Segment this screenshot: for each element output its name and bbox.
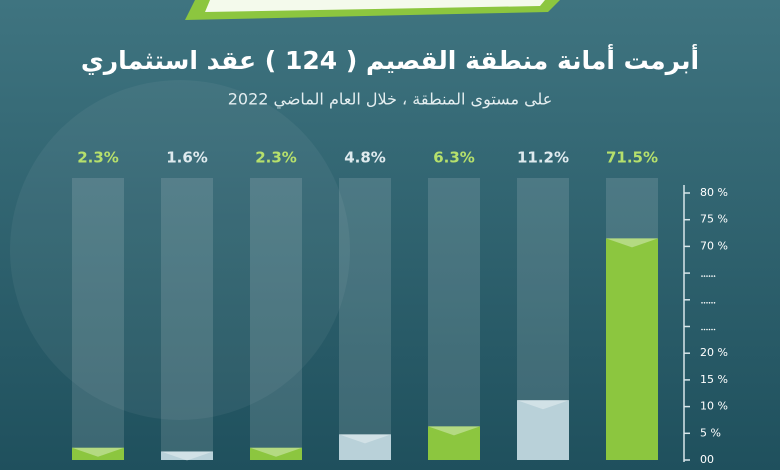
- bar: [161, 451, 213, 460]
- axis-break-dot: [713, 328, 716, 331]
- value-label: 4.8%: [344, 149, 386, 167]
- axis-break-dot: [711, 328, 713, 331]
- y-tick-label: 80 %: [700, 186, 728, 199]
- y-tick-label: 00: [700, 453, 714, 466]
- axis-break-dot: [706, 302, 708, 304]
- top-banner-inner: [205, 0, 545, 12]
- axis-break-dot: [711, 275, 713, 277]
- axis-break-dot: [708, 328, 711, 331]
- y-tick-label: 5 %: [700, 426, 721, 439]
- bar-top: [606, 238, 658, 248]
- bar-top: [161, 451, 213, 461]
- value-label: 6.3%: [433, 149, 475, 167]
- bar: [250, 447, 302, 460]
- axis-break-dot: [713, 275, 716, 277]
- y-tick-label: 20 %: [700, 346, 728, 359]
- bar: [72, 447, 124, 460]
- axis-break-dot: [713, 302, 716, 304]
- axis-break-dot: [701, 328, 703, 331]
- chart-subtitle: على مستوى المنطقة ، خلال العام الماضي 20…: [228, 90, 553, 110]
- bar: [428, 426, 480, 460]
- bar-top: [428, 426, 480, 436]
- axis-break-dot: [708, 275, 711, 277]
- bar: [339, 434, 391, 460]
- bar-background: [250, 178, 302, 460]
- background-dome: [10, 80, 350, 420]
- axis-break-dot: [703, 302, 706, 304]
- value-label: 11.2%: [517, 149, 569, 167]
- chart-title: أبرمت أمانة منطقة القصيم ( 124 ) عقد است…: [81, 44, 699, 76]
- axis-break-dot: [703, 275, 706, 277]
- y-tick-label: 70 %: [700, 239, 728, 252]
- axis-break-dot: [708, 302, 711, 304]
- value-label: 2.3%: [255, 149, 297, 167]
- bar-background: [72, 178, 124, 460]
- y-tick-label: 10 %: [700, 400, 728, 413]
- axis-break-dot: [703, 328, 706, 331]
- value-label: 71.5%: [606, 149, 658, 167]
- bar-background: [339, 178, 391, 460]
- y-tick-label: 15 %: [700, 373, 728, 386]
- bar-background: [428, 178, 480, 460]
- value-label: 2.3%: [77, 149, 119, 167]
- axis-break-dot: [701, 275, 703, 277]
- bar-top: [72, 447, 124, 457]
- bar-background: [161, 178, 213, 460]
- axis-break-dot: [711, 302, 713, 304]
- y-tick-label: 75 %: [700, 213, 728, 226]
- bar: [606, 238, 658, 460]
- value-label: 1.6%: [166, 149, 208, 167]
- axis-break-dot: [701, 302, 703, 304]
- axis-break-dot: [706, 328, 708, 331]
- bar-top: [517, 400, 569, 410]
- bar-top: [250, 447, 302, 457]
- axis-break-dot: [706, 275, 708, 277]
- bar-top: [339, 434, 391, 444]
- bar: [517, 400, 569, 460]
